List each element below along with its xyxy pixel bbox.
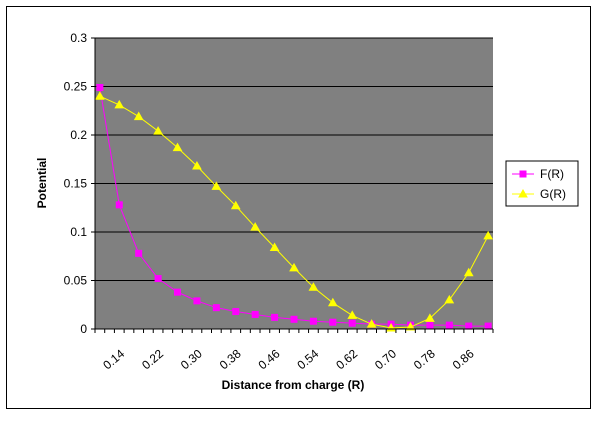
legend-label: G(R) [540, 187, 566, 201]
triangle-marker [308, 282, 319, 291]
x-tick-label: 0.46 [256, 346, 283, 372]
triangle-marker [366, 319, 377, 328]
square-marker [290, 315, 298, 323]
square-marker [174, 288, 182, 296]
x-tick-label: 0.62 [333, 346, 360, 372]
x-tick-label: 0.30 [178, 346, 205, 372]
square-marker [212, 304, 220, 312]
triangle-marker [250, 222, 261, 231]
triangle-marker [518, 188, 528, 198]
x-tick-label: 0.86 [450, 346, 477, 372]
y-axis-title: Potential [35, 158, 49, 209]
y-tick-label: 0.15 [64, 177, 88, 191]
y-tick-labels: 0 0.05 0.1 0.15 0.2 0.25 0.3 [64, 31, 88, 336]
triangle-marker [153, 126, 163, 135]
square-marker [519, 170, 527, 178]
legend-box [505, 160, 579, 207]
x-tick-label: 0.54 [294, 346, 321, 372]
square-marker [115, 201, 123, 209]
triangle-marker [230, 200, 241, 210]
triangle-marker [405, 322, 416, 331]
x-tick-label: 0.14 [100, 346, 127, 372]
x-tick-label: 0.78 [411, 346, 438, 372]
triangle-marker [114, 99, 125, 109]
triangle-marker [425, 313, 435, 322]
square-marker [329, 318, 337, 326]
x-tick-labels: 0.14 0.22 0.30 0.38 0.46 0.54 0.62 0.70 0.78 0.86 [100, 346, 477, 372]
triangle-marker [483, 230, 494, 240]
triangle-marker [172, 142, 183, 152]
y-tick-label: 0 [80, 322, 87, 336]
triangle-marker [211, 181, 222, 190]
triangle-marker [269, 242, 280, 252]
legend: F(R) G(R) [505, 160, 579, 207]
triangle-marker [192, 161, 202, 170]
square-marker [445, 321, 453, 329]
square-marker [484, 322, 492, 330]
y-tick-label: 0.05 [64, 274, 88, 288]
square-marker [154, 275, 162, 283]
triangle-marker [444, 294, 455, 304]
gridlines [95, 37, 493, 281]
legend-label: F(R) [540, 167, 564, 181]
square-marker [135, 249, 143, 257]
square-marker [251, 310, 259, 318]
square-marker [348, 319, 356, 327]
square-marker [232, 308, 240, 316]
axes [91, 37, 494, 333]
square-marker [271, 313, 279, 321]
y-tick-label: 0.3 [70, 31, 87, 45]
triangle-marker [463, 267, 474, 277]
triangle-marker [327, 297, 338, 307]
y-tick-label: 0.2 [70, 128, 87, 142]
square-marker [426, 321, 434, 329]
series-layer [94, 83, 494, 332]
series-G(R) [94, 91, 494, 332]
triangle-marker [289, 262, 299, 272]
x-tick-label: 0.22 [139, 346, 166, 372]
square-marker [193, 297, 201, 305]
x-tick-label: 0.38 [217, 346, 244, 372]
square-marker [309, 317, 317, 325]
triangle-marker [347, 310, 358, 319]
x-tick-label: 0.70 [372, 346, 399, 372]
y-tick-label: 0.1 [70, 225, 87, 239]
triangle-marker [133, 111, 144, 121]
square-marker [96, 83, 104, 91]
y-tick-label: 0.25 [64, 80, 88, 94]
triangle-marker [94, 91, 105, 100]
square-marker [465, 322, 473, 330]
x-axis-title: Distance from charge (R) [222, 378, 365, 392]
